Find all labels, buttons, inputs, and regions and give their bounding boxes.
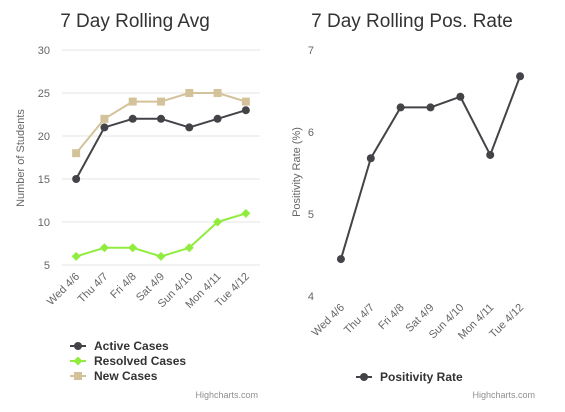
x-tick-label: Fri 4/8 — [376, 302, 407, 333]
y-tick-labels: 4 5 6 7 — [308, 45, 314, 303]
legend: Positivity Rate — [356, 370, 463, 384]
data-point[interactable] — [185, 89, 194, 97]
data-point[interactable] — [100, 114, 109, 123]
legend-item[interactable]: Positivity Rate — [356, 370, 463, 384]
y-tick-label: 15 — [38, 174, 50, 186]
y-tick-label: 5 — [308, 209, 314, 221]
data-point[interactable] — [72, 175, 81, 183]
series-line — [75, 212, 247, 258]
data-point[interactable] — [99, 243, 109, 253]
y-tick-label: 25 — [38, 88, 50, 100]
y-tick-label: 4 — [308, 291, 314, 303]
data-point[interactable] — [157, 114, 165, 123]
chart-title: 7 Day Rolling Avg — [60, 11, 210, 32]
y-axis-label: Number of Students — [15, 109, 27, 207]
chart-rolling-avg: 7 Day Rolling Avg Number of Students 5 10… — [15, 11, 260, 400]
legend-label: Active Cases — [94, 339, 169, 353]
series-resolved-cases — [71, 208, 251, 261]
data-point[interactable] — [71, 251, 81, 261]
data-point[interactable] — [336, 255, 345, 264]
y-tick-label: 10 — [38, 217, 50, 229]
series-lines — [71, 89, 251, 261]
legend-marker[interactable] — [73, 356, 83, 366]
legend-item[interactable]: Resolved Cases — [70, 354, 186, 368]
y-tick-label: 20 — [38, 131, 50, 143]
chart-credit[interactable]: Highcharts.com — [472, 390, 535, 400]
legend-marker[interactable] — [74, 372, 82, 380]
y-tick-label: 6 — [308, 127, 314, 139]
data-point[interactable] — [516, 72, 525, 81]
data-point[interactable] — [100, 123, 109, 132]
series-lines — [336, 72, 525, 264]
legend-item[interactable]: Active Cases — [70, 339, 169, 353]
series-active-cases — [72, 106, 250, 183]
x-tick-label: Wed 4/6 — [45, 271, 82, 308]
data-point[interactable] — [213, 114, 222, 123]
data-point[interactable] — [184, 243, 194, 253]
legend-label: New Cases — [94, 369, 158, 383]
grid-lines — [62, 49, 260, 266]
series-new-cases — [72, 89, 250, 158]
legend-label: Resolved Cases — [94, 354, 186, 368]
data-point[interactable] — [366, 154, 375, 163]
data-point[interactable] — [241, 208, 251, 218]
legend-marker[interactable] — [360, 373, 368, 381]
y-tick-label: 5 — [44, 260, 50, 272]
data-point[interactable] — [213, 89, 222, 97]
data-point[interactable] — [241, 106, 250, 115]
data-point[interactable] — [156, 251, 166, 261]
chart-credit[interactable]: Highcharts.com — [195, 390, 258, 400]
legend-item[interactable]: New Cases — [70, 369, 158, 383]
data-point[interactable] — [128, 97, 137, 106]
data-point[interactable] — [396, 103, 405, 112]
chart-positivity-rate: 7 Day Rolling Pos. Rate Positivity Rate … — [291, 11, 535, 400]
x-tick-label: Wed 4/6 — [310, 302, 347, 339]
y-tick-labels: 5 10 15 20 25 30 — [38, 45, 50, 272]
data-point[interactable] — [185, 123, 194, 132]
x-tick-label: Thu 4/7 — [342, 302, 377, 337]
data-point[interactable] — [128, 243, 138, 253]
x-tick-label: Thu 4/7 — [76, 271, 111, 306]
y-axis-label: Positivity Rate (%) — [291, 127, 303, 217]
data-point[interactable] — [426, 103, 435, 112]
data-point[interactable] — [241, 97, 250, 106]
legend-label: Positivity Rate — [380, 370, 463, 384]
data-point[interactable] — [128, 114, 137, 123]
data-point[interactable] — [213, 217, 223, 227]
data-point[interactable] — [72, 149, 81, 158]
data-point[interactable] — [486, 150, 495, 159]
data-point[interactable] — [456, 92, 465, 101]
data-point[interactable] — [157, 97, 165, 106]
chart-title: 7 Day Rolling Pos. Rate — [311, 11, 513, 32]
legend-marker[interactable] — [74, 342, 82, 350]
y-tick-label: 7 — [308, 45, 314, 57]
y-tick-label: 30 — [38, 45, 50, 57]
series-positivity-rate — [336, 72, 525, 264]
